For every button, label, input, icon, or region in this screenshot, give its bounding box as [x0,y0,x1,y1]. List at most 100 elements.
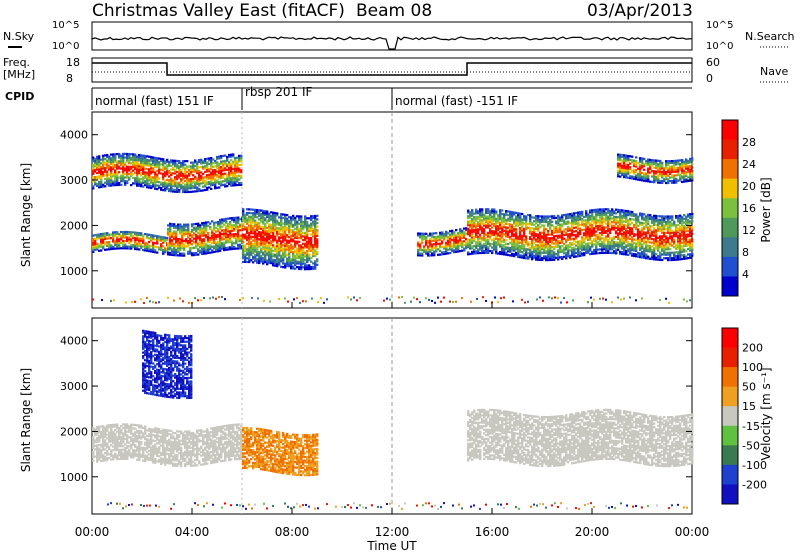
power-cell [429,232,432,235]
power-cell [523,253,526,256]
power-cell [152,183,155,186]
power-cell [124,183,127,186]
power-cell [314,263,317,267]
power-cell [218,168,221,171]
power-cell [278,232,281,235]
power-cell [483,242,486,245]
power-cell [102,171,105,174]
power-cell [146,184,149,187]
power-cell [250,217,253,220]
power-cell [525,251,528,254]
power-cell [501,209,504,212]
power-cell [171,224,174,227]
power-cell [104,234,107,237]
power-cell [643,233,646,236]
power-cell [192,170,195,173]
power-cell [230,184,233,187]
power-cell [194,164,197,168]
power-cell [445,232,448,235]
power-cell [224,161,227,164]
power-cell [258,231,261,234]
power-cell [507,246,510,249]
power-cell [154,174,157,178]
power-cell [164,185,167,188]
power-cell [535,227,538,230]
power-cell [539,222,542,225]
power-cell [290,267,293,270]
power-cell [284,213,287,216]
power-cell [673,231,676,234]
power-cell [485,224,488,227]
power-cell [615,219,618,222]
power-cell [182,174,185,177]
power-cell [675,227,678,230]
power-cell [469,238,472,241]
power-cell [499,234,502,237]
power-cell [559,247,562,250]
power-cell [683,225,686,228]
power-cell [214,178,217,181]
power-cell [276,223,279,226]
power-cell [270,231,273,234]
power-cell [471,238,474,241]
power-cell [663,215,666,218]
power-cell [571,216,574,219]
power-cell [176,176,179,179]
power-cell [252,246,255,249]
power-cell [110,159,113,162]
power-cell [302,224,305,227]
power-cell [104,163,107,166]
power-cell [621,216,624,219]
power-cell [463,234,466,237]
power-cell [539,249,542,252]
power-cell [138,248,141,251]
power-cell [296,215,299,218]
power-cell [148,182,151,186]
power-cell [491,242,494,246]
power-cell [525,255,528,258]
power-cell [304,266,307,269]
power-cell [181,243,184,246]
power-cell [248,217,251,220]
power-cell [197,228,200,231]
power-cell [609,237,612,240]
power-cell [254,212,257,215]
power-cell [689,247,692,250]
power-cell [312,231,315,234]
power-cell [94,239,97,242]
power-cell [300,222,303,225]
power-cell [206,157,209,160]
power-cell [268,216,271,219]
power-cell [495,230,498,233]
power-cell [589,216,592,219]
power-cell [605,249,608,253]
power-cell [148,175,151,178]
power-cell [673,242,676,245]
power-cell [487,240,490,244]
power-cell [219,222,222,225]
power-cell [681,234,684,237]
power-cell [471,247,474,250]
power-cell [659,215,662,218]
power-cell [252,208,255,211]
power-cell [235,247,238,250]
power-cell [298,262,301,265]
power-cell [316,252,319,255]
power-cell [169,230,172,233]
power-cell [585,210,588,213]
power-cell [479,224,482,227]
power-cell [272,222,275,225]
power-cell [641,256,644,259]
power-cell [613,217,616,220]
power-cell [575,233,578,236]
power-cell [473,250,476,253]
power-cell [691,241,694,244]
power-cell [469,242,472,245]
power-cell [146,171,149,174]
power-cell [186,170,189,174]
power-cell [483,219,486,222]
power-cell [110,182,113,185]
power-cell [685,215,688,218]
power-cell [449,244,452,247]
power-cell [233,225,236,229]
